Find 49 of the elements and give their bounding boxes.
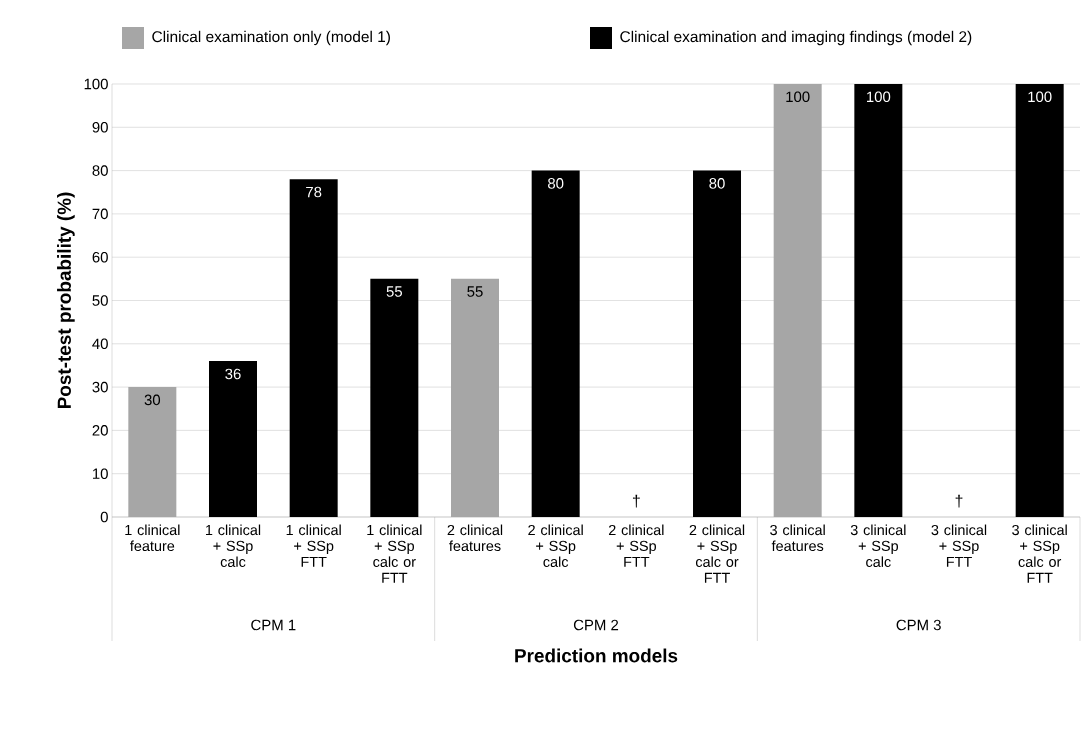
x-tick-label: 2 clinical + SSp FTT [608,524,664,567]
bar [209,361,257,517]
data-label: 100 [786,91,810,103]
x-tick-label: 3 clinical features [770,524,825,552]
data-label: 30 [144,394,161,406]
x-axis-title: Prediction models [515,648,678,663]
x-tick-label: 2 clinical + SSp calc or FTT [689,524,745,583]
x-tick-label: 2 clinical features [447,524,503,552]
bar [289,179,338,517]
x-tick-label: 1 clinical feature [125,524,180,552]
data-label: 55 [386,286,403,297]
bar [531,170,580,517]
bar [1015,83,1064,517]
y-tick-label: 60 [92,251,108,263]
data-label: 100 [867,91,891,103]
data-label: 80 [548,178,564,189]
x-tick-label: 3 clinical + SSp FTT [931,524,987,567]
bar [693,170,742,517]
text: CPM 1 [251,619,296,631]
text: † [632,494,640,508]
x-tick-label: 2 clinical + SSp calc [528,524,583,568]
y-tick-label: 100 [84,78,108,90]
y-axis-title: Post-test probability (%) [57,192,75,409]
data-label: 55 [467,286,483,297]
data-label: 36 [225,368,241,380]
y-tick-label: 0 [100,511,108,523]
bar [370,278,419,517]
y-tick-label: 80 [92,165,108,176]
legend-label: Clinical examination and imaging findings (model 2) [620,30,972,46]
y-tick-label: 70 [92,208,108,220]
text: CPM 3 [896,619,941,631]
y-tick-label: 30 [92,381,108,393]
x-tick-label: 3 clinical + SSp calc or FTT [1012,524,1067,583]
text: CPM 2 [573,619,619,631]
legend-label: Clinical examination only (model 1) [152,30,390,46]
text: † [955,494,963,508]
data-label: 80 [709,178,725,189]
data-label: 100 [1028,91,1052,103]
data-label: 78 [306,186,322,198]
x-tick-label: 1 clinical + SSp calc [205,524,261,568]
y-tick-label: 40 [92,338,108,350]
bar [854,83,903,517]
x-tick-label: 3 clinical + SSp calc [850,524,906,568]
y-tick-label: 10 [93,468,108,479]
y-tick-label: 90 [92,122,108,133]
x-tick-label: 1 clinical + SSp calc or FTT [367,524,422,583]
x-tick-label: 1 clinical + SSp FTT [286,524,341,567]
y-tick-label: 50 [92,295,108,306]
y-tick-label: 20 [92,425,108,436]
